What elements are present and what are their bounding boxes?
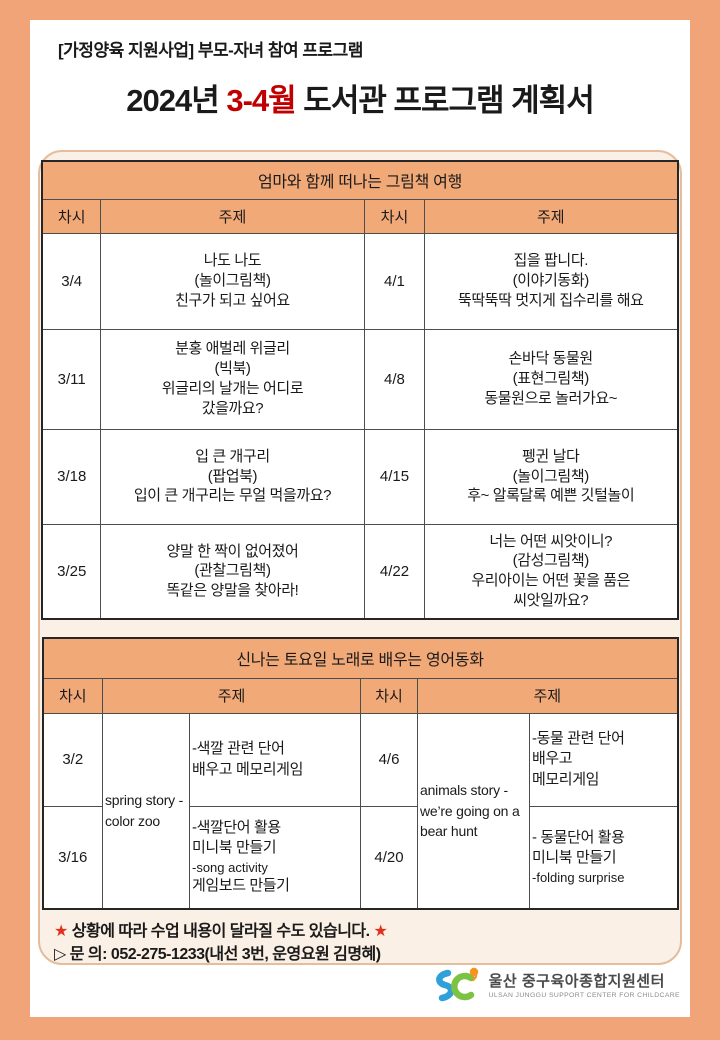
session-topic: 집을 팝니다. (이야기동화) 뚝딱뚝딱 멋지게 집수리를 해요: [423, 232, 679, 330]
page-title: 2024년 3-4월 도서관 프로그램 계획서: [30, 75, 690, 120]
session-topic: 손바닥 동물원 (표현그림책) 동물원으로 놀러가요~: [423, 328, 679, 430]
table-row: 3/16 -색깔단어 활용 미니북 만들기 -song activity 게임보…: [42, 805, 678, 910]
activity-main: -색깔 관련 단어 배우고 메모리게임: [192, 740, 303, 778]
star-icon: ★: [373, 923, 388, 940]
table2-col-session-left: 차시: [42, 677, 103, 714]
session-date: 3/16: [42, 805, 103, 910]
program-subtitle: [가정양육 지원사업] 부모-자녀 참여 프로그램: [58, 41, 363, 60]
table1-col-session-right: 차시: [363, 198, 425, 234]
activity-cell: - 동물단어 활용 미니북 만들기 -folding surprise: [529, 805, 678, 910]
table2-title: 신나는 토요일 노래로 배우는 영어동화: [42, 637, 678, 679]
footnotes: ★ 상황에 따라 수업 내용이 달라질 수도 있습니다. ★ ▷ 문 의: 05…: [54, 920, 680, 966]
session-date: 4/1: [363, 232, 425, 330]
center-logo-icon: [435, 967, 478, 1002]
title-suffix: 도서관 프로그램 계획서: [295, 83, 594, 118]
activity-sub: -song activity: [192, 859, 268, 875]
session-date: 4/15: [363, 428, 425, 525]
session-date: 3/2: [42, 712, 103, 807]
table1-col-topic-right: 주제: [423, 198, 679, 234]
table1-col-session-left: 차시: [41, 198, 101, 234]
activity-sub: -folding surprise: [532, 869, 625, 885]
session-topic: 너는 어떤 씨앗이니? (감성그림책) 우리아이는 어떤 꽃을 품은 씨앗일까요…: [423, 523, 679, 620]
activity-cell: -색깔단어 활용 미니북 만들기 -song activity 게임보드 만들기: [189, 805, 361, 910]
activity-main: - 동물단어 활용 미니북 만들기: [532, 829, 625, 867]
arrow-icon: ▷: [54, 946, 66, 964]
table-row: 3/4 나도 나도 (놀이그림책) 친구가 되고 싶어요 4/1 집을 팝니다.…: [41, 232, 679, 330]
story-title: spring story - color zoo: [102, 712, 190, 910]
session-date: 3/4: [41, 232, 101, 330]
note-contact: ▷ 문 의: 052-275-1233(내선 3번, 운영요원 김명혜): [54, 943, 680, 966]
session-topic: 양말 한 짝이 없어졌어 (관찰그림책) 똑같은 양말을 찾아라!: [99, 523, 365, 620]
contact-text: 문 의: 052-275-1233(내선 3번, 운영요원 김명혜): [65, 946, 381, 964]
content-panel: 엄마와 함께 떠나는 그림책 여행 차시 주제 차시 주제 3/4 나도 나도 …: [38, 150, 682, 965]
star-icon: ★: [54, 923, 68, 940]
session-date: 3/18: [41, 428, 101, 525]
session-date: 3/25: [41, 523, 101, 620]
session-date: 4/20: [360, 805, 418, 910]
story-title: animals story - we’re going on a bear hu…: [417, 712, 530, 910]
center-logo: 울산 중구육아종합지원센터 ULSAN JUNGGU SUPPORT CENTE…: [431, 965, 680, 1003]
picturebook-schedule-table: 엄마와 함께 떠나는 그림책 여행 차시 주제 차시 주제 3/4 나도 나도 …: [41, 160, 679, 620]
activity-main: -색깔단어 활용 미니북 만들기: [192, 819, 281, 857]
table-row: 3/11 분홍 애벌레 위글리 (빅북) 위글리의 날개는 어디로 갔을까요? …: [41, 328, 679, 430]
note-text: 상황에 따라 수업 내용이 달라질 수도 있습니다.: [67, 923, 374, 940]
activity-cell: -색깔 관련 단어 배우고 메모리게임: [189, 712, 361, 807]
activity-main: -동물 관련 단어 배우고 메모리게임: [532, 730, 625, 788]
table-row: 3/18 입 큰 개구리 (팝업북) 입이 큰 개구리는 무얼 먹을까요? 4/…: [41, 428, 679, 525]
org-name-en: ULSAN JUNGGU SUPPORT CENTER FOR CHILDCAR…: [488, 991, 680, 999]
table-row: 3/25 양말 한 짝이 없어졌어 (관찰그림책) 똑같은 양말을 찾아라! 4…: [41, 523, 679, 620]
table1-title: 엄마와 함께 떠나는 그림책 여행: [41, 160, 679, 200]
activity-tail: 게임보드 만들기: [192, 877, 290, 895]
session-date: 4/8: [363, 328, 425, 430]
activity-cell: -동물 관련 단어 배우고 메모리게임: [529, 712, 678, 807]
title-prefix: 2024년: [126, 83, 227, 118]
session-topic: 펭귄 날다 (놀이그림책) 후~ 알록달록 예쁜 깃털놀이: [423, 428, 679, 525]
table-row: 3/2 spring story - color zoo -색깔 관련 단어 배…: [42, 712, 678, 910]
english-story-schedule-table: 신나는 토요일 노래로 배우는 영어동화 차시 주제 차시 주제 3/2 spr…: [41, 637, 679, 910]
logo-text: 울산 중구육아종합지원센터 ULSAN JUNGGU SUPPORT CENTE…: [489, 970, 680, 999]
session-date: 4/22: [363, 523, 425, 620]
document-page: [가정양육 지원사업] 부모-자녀 참여 프로그램 2024년 3-4월 도서관…: [30, 20, 690, 1017]
session-topic: 나도 나도 (놀이그림책) 친구가 되고 싶어요: [99, 232, 365, 330]
org-name-kr: 울산 중구육아종합지원센터: [488, 972, 665, 990]
table2-col-topic-right: 주제: [417, 677, 678, 714]
session-date: 4/6: [360, 712, 418, 807]
table2-col-topic-left: 주제: [102, 677, 361, 714]
session-date: 3/11: [41, 328, 101, 430]
note-schedule-change: ★ 상황에 따라 수업 내용이 달라질 수도 있습니다. ★: [54, 920, 680, 943]
title-month-highlight: 3-4월: [226, 83, 296, 118]
table1-col-topic-left: 주제: [99, 198, 365, 234]
session-topic: 분홍 애벌레 위글리 (빅북) 위글리의 날개는 어디로 갔을까요?: [99, 328, 365, 430]
session-topic: 입 큰 개구리 (팝업북) 입이 큰 개구리는 무얼 먹을까요?: [99, 428, 365, 525]
table2-col-session-right: 차시: [360, 677, 418, 714]
